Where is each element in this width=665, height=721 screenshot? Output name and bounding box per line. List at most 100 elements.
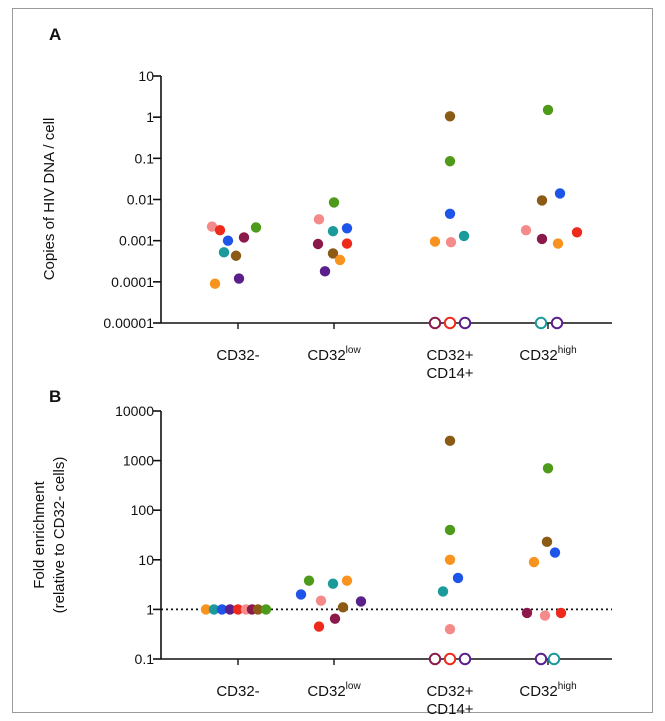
category-label-base: CD32	[307, 683, 345, 700]
data-point-open	[428, 652, 442, 666]
category-label: CD32high	[519, 345, 576, 364]
data-point	[218, 247, 230, 258]
category-label-base: CD32	[307, 347, 345, 364]
y-tick-label: 0.0001	[111, 274, 154, 290]
data-point	[445, 236, 457, 248]
data-point-open	[534, 316, 548, 330]
category-label: CD32high	[519, 681, 576, 700]
category-label-line2: CD14+	[426, 365, 473, 382]
data-point	[327, 248, 339, 259]
data-point	[214, 224, 226, 236]
category-label: CD32low	[307, 345, 361, 364]
y-tick-label: 1000	[123, 453, 154, 469]
category-label-superscript: high	[558, 681, 577, 692]
data-point-open	[547, 652, 561, 666]
data-point	[521, 607, 533, 619]
data-point	[224, 604, 236, 615]
y-tick-label: 0.001	[119, 233, 154, 249]
data-point-open	[550, 316, 564, 330]
data-point	[216, 604, 228, 615]
data-point	[554, 188, 566, 199]
data-point	[542, 463, 554, 474]
panel-a-ylabel: Copies of HIV DNA / cell	[41, 118, 58, 281]
data-point	[329, 613, 341, 624]
data-point	[520, 224, 532, 236]
data-point-open	[428, 316, 442, 330]
category-label-base: CD32-	[216, 347, 259, 364]
data-point	[200, 604, 212, 615]
data-point	[458, 230, 470, 242]
data-point	[252, 604, 264, 615]
data-point	[444, 208, 456, 219]
category-label: CD32low	[307, 681, 361, 700]
data-point	[327, 225, 339, 237]
data-point	[444, 554, 456, 565]
data-point	[206, 221, 218, 232]
data-point	[337, 602, 349, 613]
data-point	[341, 575, 353, 586]
data-point	[327, 578, 339, 589]
y-tick-label: 1	[146, 601, 154, 617]
data-point	[232, 604, 244, 615]
panel-b-y-ticks: 10000 1000 100 10 1 0.1	[115, 403, 161, 667]
data-point-open	[458, 652, 472, 666]
data-point	[444, 111, 456, 122]
data-point	[208, 604, 220, 615]
data-point	[552, 238, 564, 249]
data-point	[549, 547, 561, 558]
panel-b-letter: B	[49, 387, 61, 406]
data-point	[571, 227, 583, 238]
category-label-superscript: high	[558, 345, 577, 356]
panel-a-points	[206, 104, 583, 330]
data-point	[536, 195, 548, 206]
data-point	[328, 197, 340, 208]
category-label-base: CD32+	[426, 347, 473, 364]
data-point	[355, 596, 367, 607]
category-label-superscript: low	[346, 345, 362, 356]
y-tick-label: 0.1	[135, 651, 155, 667]
category-label: CD32-	[216, 683, 259, 700]
data-point	[542, 104, 554, 116]
data-point-open	[534, 652, 548, 666]
panel-a-letter: A	[49, 25, 61, 44]
category-label-base: CD32	[519, 683, 557, 700]
y-tick-label: 100	[131, 502, 155, 518]
category-label-base: CD32+	[426, 683, 473, 700]
data-point	[555, 607, 567, 619]
data-point	[444, 623, 456, 635]
data-point	[444, 524, 456, 536]
data-point-open	[443, 652, 457, 666]
data-point	[238, 232, 250, 243]
data-point	[341, 223, 353, 234]
data-point	[222, 235, 234, 246]
y-tick-label: 0.00001	[103, 315, 154, 331]
data-point	[536, 233, 548, 245]
data-point	[312, 238, 324, 250]
y-tick-label: 1	[146, 109, 154, 125]
category-label-base: CD32-	[216, 683, 259, 700]
data-point	[233, 273, 245, 284]
panel-a-categories: CD32- CD32low CD32+CD14+CD32high	[216, 323, 577, 382]
panel-b-points	[200, 435, 567, 666]
data-point	[541, 536, 553, 548]
data-point	[260, 604, 272, 615]
data-point	[295, 589, 307, 600]
data-point	[444, 435, 456, 447]
category-label: CD32+	[426, 683, 473, 700]
data-point	[319, 266, 331, 277]
panel-a-y-ticks: 10 1 0.1 0.01 0.001 0.0001 0.00001	[103, 68, 161, 331]
y-tick-label: 10	[138, 68, 154, 84]
category-label: CD32-	[216, 347, 259, 364]
panel-b: B Fold enrichment (relative to CD32- cel…	[31, 387, 612, 718]
panel-a: A Copies of HIV DNA / cell 10 1 0.1 0.01 0.0…	[41, 25, 612, 382]
data-point	[250, 222, 262, 233]
figure-frame	[12, 8, 653, 713]
y-tick-label: 10	[138, 552, 154, 568]
data-point	[444, 156, 456, 167]
data-point	[313, 621, 325, 632]
data-point-open	[443, 316, 457, 330]
panel-b-categories: CD32- CD32low CD32+CD14+CD32high	[216, 659, 577, 718]
data-point	[429, 236, 441, 247]
category-label-superscript: low	[346, 681, 362, 692]
data-point	[437, 586, 449, 597]
